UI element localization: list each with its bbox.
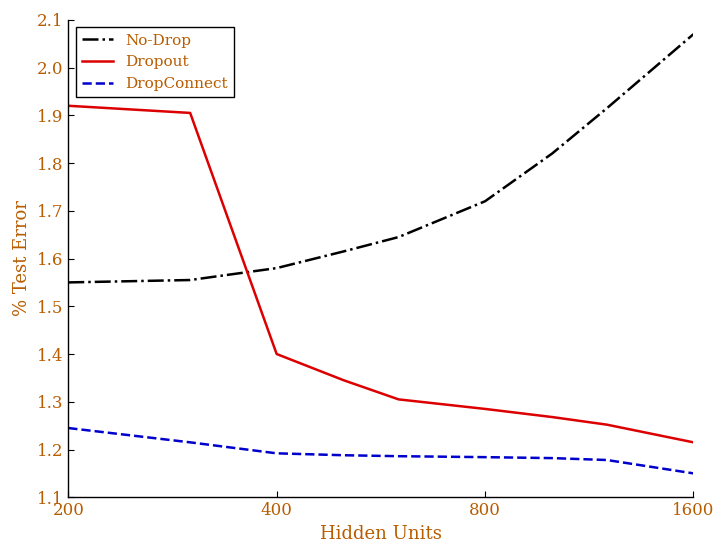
DropConnect xyxy=(547,455,556,461)
Line: DropConnect: DropConnect xyxy=(68,428,694,473)
No-Drop xyxy=(603,105,612,112)
No-Drop xyxy=(394,234,403,240)
No-Drop xyxy=(480,198,489,205)
DropConnect xyxy=(272,450,281,456)
Dropout xyxy=(64,102,73,109)
Dropout xyxy=(394,396,403,403)
Dropout xyxy=(186,110,194,116)
DropConnect xyxy=(64,425,73,431)
Dropout xyxy=(547,414,556,420)
DropConnect xyxy=(394,453,403,459)
No-Drop xyxy=(339,248,348,255)
X-axis label: Hidden Units: Hidden Units xyxy=(320,525,442,543)
DropConnect xyxy=(603,456,612,463)
Line: No-Drop: No-Drop xyxy=(68,34,694,282)
Y-axis label: % Test Error: % Test Error xyxy=(13,201,31,316)
Dropout xyxy=(480,405,489,412)
No-Drop xyxy=(186,277,194,284)
Dropout xyxy=(689,439,698,446)
No-Drop xyxy=(272,265,281,271)
No-Drop xyxy=(689,31,698,37)
DropConnect xyxy=(339,452,348,459)
No-Drop xyxy=(547,150,556,157)
DropConnect xyxy=(186,439,194,446)
Dropout xyxy=(272,351,281,358)
DropConnect xyxy=(480,454,489,460)
Line: Dropout: Dropout xyxy=(68,106,694,443)
Legend: No-Drop, Dropout, DropConnect: No-Drop, Dropout, DropConnect xyxy=(76,27,234,97)
DropConnect xyxy=(689,470,698,476)
Dropout xyxy=(339,377,348,384)
No-Drop xyxy=(64,279,73,286)
Dropout xyxy=(603,421,612,428)
